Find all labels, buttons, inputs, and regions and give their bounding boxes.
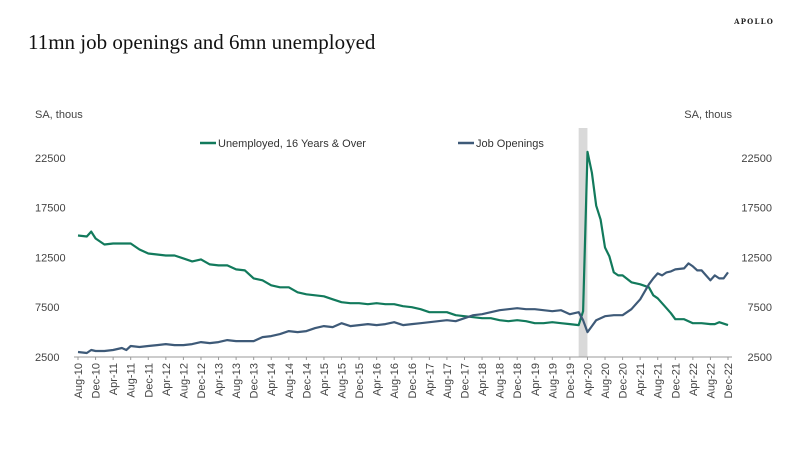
y-axis-label-left: SA, thous xyxy=(35,109,83,121)
x-tick-label: Apr-19 xyxy=(530,363,542,396)
x-tick-label: Dec-20 xyxy=(618,363,630,398)
x-tick-label: Apr-21 xyxy=(635,363,647,396)
x-tick-label: Dec-18 xyxy=(512,363,524,398)
x-tick-label: Aug-17 xyxy=(442,363,454,398)
y-tick-label-left: 17500 xyxy=(35,203,66,215)
legend-label-0: Unemployed, 16 Years & Over xyxy=(218,138,366,150)
x-tick-label: Apr-17 xyxy=(424,363,436,396)
y-tick-label-left: 12500 xyxy=(35,252,66,264)
x-tick-label: Dec-13 xyxy=(249,363,261,398)
x-tick-label: Aug-10 xyxy=(73,363,85,398)
legend-layer: Unemployed, 16 Years & Over Job Openings xyxy=(200,138,544,150)
x-tick-label: Aug-20 xyxy=(600,363,612,398)
x-tick-label: Aug-16 xyxy=(389,363,401,398)
x-tick-label: Aug-15 xyxy=(337,363,349,398)
series-layer xyxy=(77,150,729,355)
y-axis-label-right: SA, thous xyxy=(684,109,732,121)
x-tick-label: Aug-11 xyxy=(126,363,138,398)
x-tick-label: Dec-12 xyxy=(196,363,208,398)
x-tick-label: Dec-21 xyxy=(670,363,682,398)
brand-logo: APOLLO xyxy=(734,17,774,26)
x-tick-label: Apr-20 xyxy=(582,363,594,396)
x-tick-label: Aug-19 xyxy=(547,363,559,398)
x-tick-label: Dec-16 xyxy=(407,363,419,398)
x-tick-label: Aug-18 xyxy=(495,363,507,398)
x-tick-label: Dec-14 xyxy=(301,363,313,398)
x-tick-label: Apr-16 xyxy=(372,363,384,396)
y-tick-label-right: 22500 xyxy=(741,153,772,165)
series-line-0 xyxy=(77,150,729,327)
shade-layer xyxy=(578,128,588,357)
x-tick-label: Dec-10 xyxy=(91,363,103,398)
x-tick-label: Apr-15 xyxy=(319,363,331,396)
x-tick-label: Aug-21 xyxy=(653,363,665,398)
x-tick-label: Apr-11 xyxy=(108,363,120,395)
y-tick-label-left: 7500 xyxy=(35,302,59,314)
x-tick-label: Aug-22 xyxy=(705,363,717,398)
axis-layer: SA, thous SA, thous 2500 2500 7500 7500 12500 1… xyxy=(35,109,772,398)
series-line-1 xyxy=(77,262,729,355)
x-tick-label: Dec-11 xyxy=(143,363,155,398)
x-tick-label: Apr-13 xyxy=(214,363,226,396)
x-tick-label: Dec-15 xyxy=(354,363,366,398)
y-tick-label-right: 17500 xyxy=(741,203,772,215)
x-tick-label: Apr-18 xyxy=(477,363,489,396)
y-tick-label-left: 2500 xyxy=(35,352,59,364)
y-tick-label-right: 12500 xyxy=(741,252,772,264)
x-tick-label: Dec-22 xyxy=(723,363,735,398)
x-tick-label: Aug-14 xyxy=(284,363,296,398)
legend-label-1: Job Openings xyxy=(476,138,544,150)
x-tick-label: Dec-17 xyxy=(459,363,471,398)
x-tick-label: Dec-19 xyxy=(565,363,577,398)
y-tick-label-left: 22500 xyxy=(35,153,66,165)
x-tick-label: Apr-14 xyxy=(266,363,278,396)
recession-shade xyxy=(578,128,588,357)
y-tick-label-right: 2500 xyxy=(748,352,772,364)
x-tick-label: Aug-12 xyxy=(178,363,190,398)
page-title: 11mn job openings and 6mn unemployed xyxy=(28,30,376,54)
y-tick-label-right: 7500 xyxy=(748,302,772,314)
x-tick-label: Apr-22 xyxy=(688,363,700,396)
x-tick-label: Apr-12 xyxy=(161,363,173,396)
x-tick-label: Aug-13 xyxy=(231,363,243,398)
